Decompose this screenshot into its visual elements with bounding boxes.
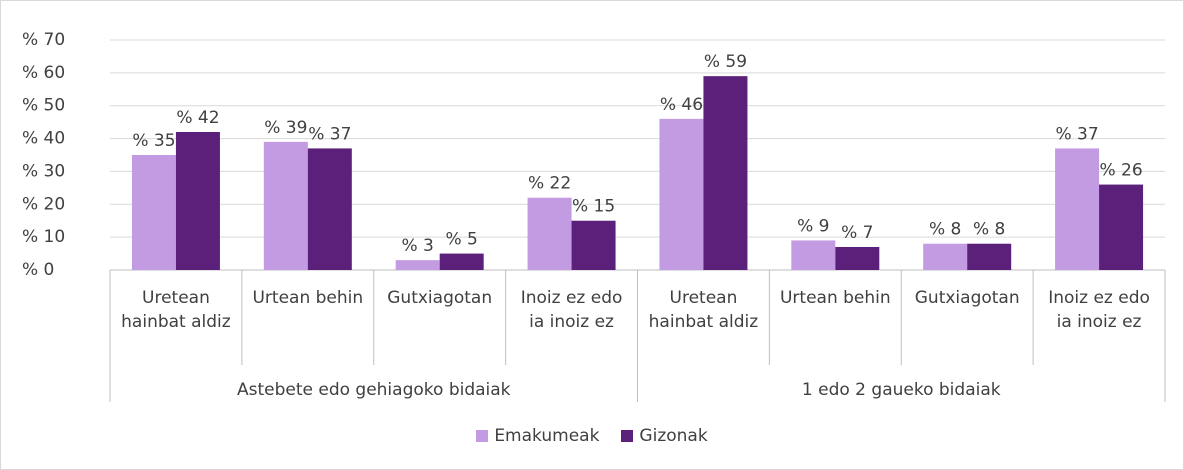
x-tick-label: Gutxiagotan: [914, 288, 1020, 308]
legend: Emakumeak Gizonak: [0, 426, 1184, 446]
data-label: % 8: [973, 220, 1005, 240]
x-tick-label: Inoiz ez edo ia inoiz ez: [1048, 288, 1150, 332]
data-label: % 35: [132, 131, 175, 151]
bar: [307, 148, 352, 270]
bar: [527, 197, 572, 270]
bar: [175, 132, 220, 270]
data-label: % 5: [446, 230, 478, 250]
legend-label: Emakumeak: [494, 426, 600, 446]
data-label: % 9: [797, 216, 829, 236]
group-label: Astebete edo gehiagoko bidaiak: [237, 380, 511, 400]
x-tick-label: Urtean behin: [252, 288, 364, 308]
bar: [703, 76, 748, 271]
data-label: % 46: [660, 95, 703, 115]
y-tick-label: % 30: [22, 161, 65, 181]
bar: [395, 260, 440, 270]
data-label: % 15: [572, 197, 615, 217]
y-tick-label: % 40: [22, 129, 65, 149]
legend-item: Emakumeak: [476, 426, 599, 446]
y-tick-label: % 0: [22, 260, 54, 280]
x-tick-label: Uretean hainbat aldiz: [121, 288, 231, 332]
bar: [923, 243, 968, 270]
bar: [1099, 184, 1144, 270]
bar: [263, 141, 308, 270]
y-tick-label: % 50: [22, 96, 65, 116]
bar: [1055, 148, 1100, 270]
bar: [835, 247, 880, 270]
bar: [659, 118, 704, 270]
x-tick-label: Inoiz ez edo ia inoiz ez: [520, 288, 623, 332]
data-label: % 39: [264, 118, 307, 138]
data-label: % 3: [402, 236, 434, 256]
data-label: % 37: [308, 124, 351, 144]
legend-swatch: [476, 430, 489, 442]
x-tick-label: Gutxiagotan: [387, 288, 493, 308]
data-label: % 8: [929, 220, 961, 240]
y-tick-label: % 10: [22, 227, 65, 247]
bar: [791, 240, 836, 270]
x-tick-label: Uretean hainbat aldiz: [648, 288, 759, 332]
legend-item: Gizonak: [621, 426, 708, 446]
y-tick-label: % 70: [22, 30, 65, 50]
data-label: % 26: [1099, 161, 1142, 181]
y-tick-label: % 60: [22, 63, 65, 83]
bar: [967, 243, 1012, 270]
legend-swatch: [621, 430, 634, 442]
data-label: % 59: [704, 52, 747, 72]
data-label: % 42: [176, 108, 219, 128]
bar: [131, 155, 176, 270]
legend-label: Gizonak: [639, 426, 708, 446]
bar: [571, 220, 616, 270]
group-label: 1 edo 2 gaueko bidaiak: [802, 380, 1001, 400]
bar: [439, 253, 484, 270]
data-label: % 37: [1055, 124, 1098, 144]
x-tick-label: Urtean behin: [779, 288, 891, 308]
data-label: % 22: [528, 174, 571, 194]
data-label: % 7: [841, 223, 873, 243]
y-tick-label: % 20: [22, 194, 65, 214]
